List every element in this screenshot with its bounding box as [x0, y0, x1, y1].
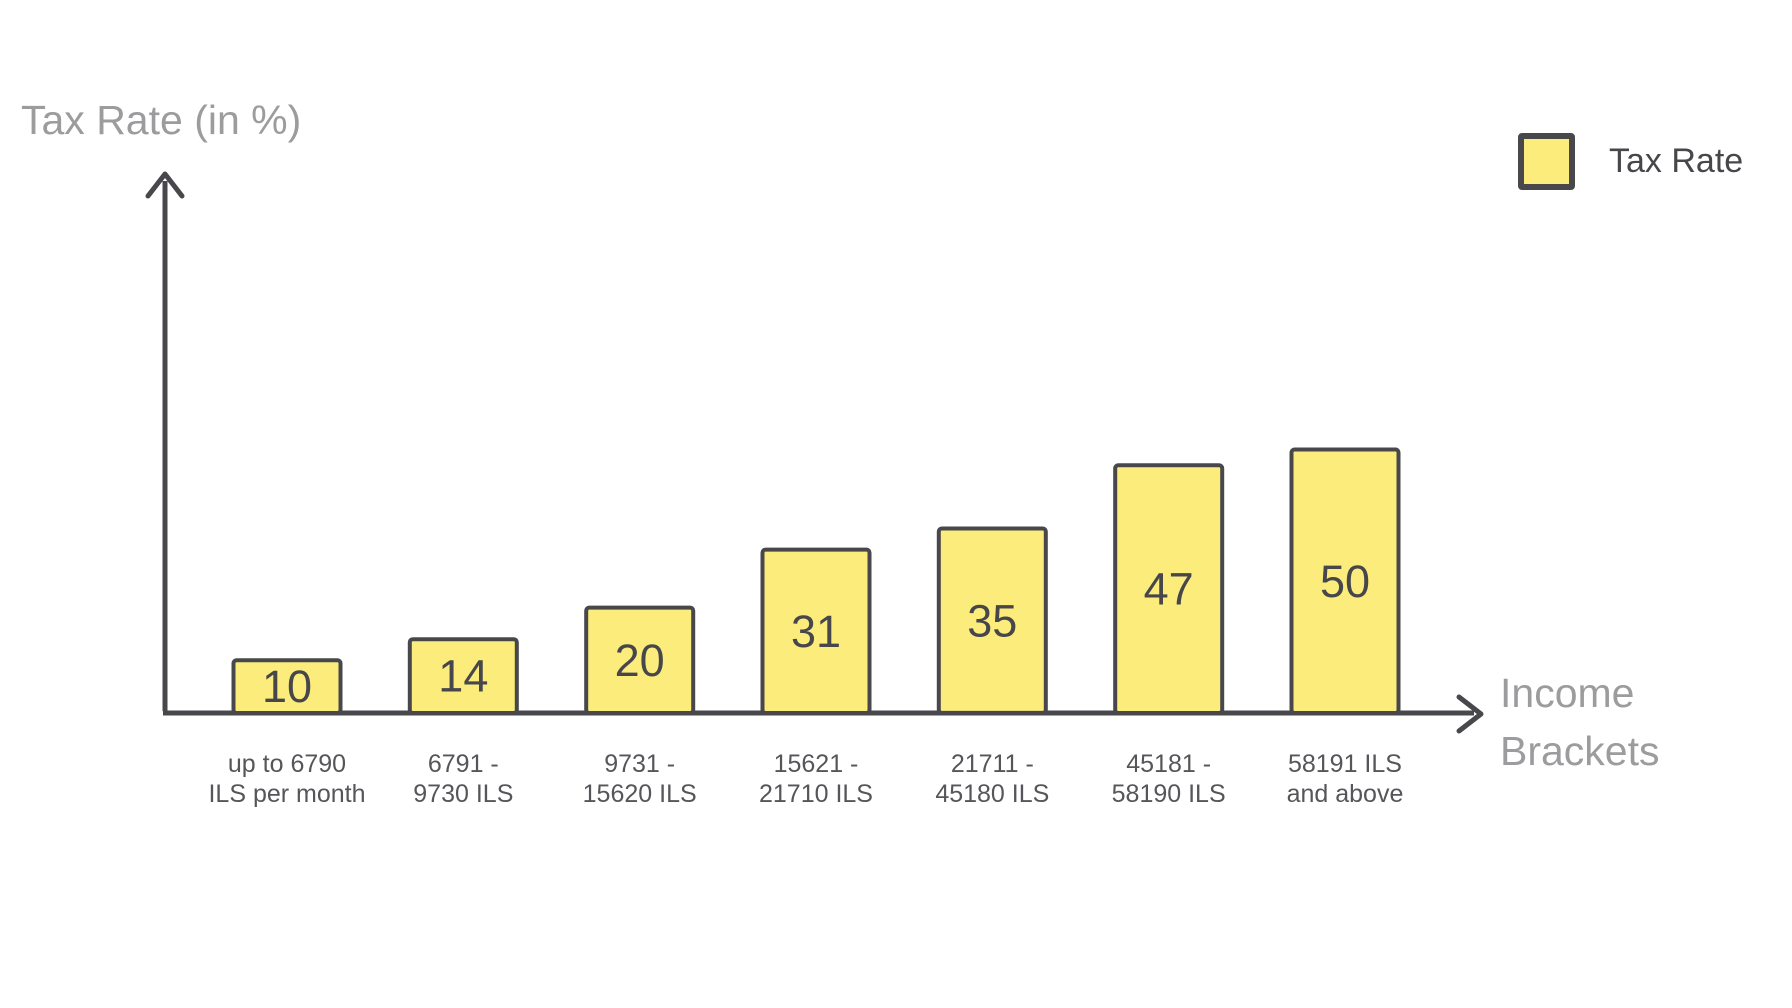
- bar-value-label: 50: [1320, 556, 1370, 607]
- x-tick-label: 45181 -58190 ILS: [1112, 750, 1226, 808]
- legend-label: Tax Rate: [1609, 142, 1744, 180]
- bar-tax-rate-5: [1113, 463, 1225, 715]
- bar-tax-rate-1: [407, 637, 519, 716]
- x-tick-label: 21711 -45180 ILS: [935, 750, 1049, 808]
- bar-value-label: 14: [438, 651, 488, 702]
- x-tick-label: 6791 -9730 ILS: [413, 750, 513, 808]
- y-axis-title: Tax Rate (in %): [21, 97, 302, 143]
- bar-value-label: 35: [967, 595, 1017, 646]
- bar-tax-rate-3: [760, 547, 872, 715]
- legend: Tax Rate: [1518, 133, 1743, 190]
- bar-tax-rate-0: [231, 658, 343, 715]
- x-axis-title-line2: Brackets: [1500, 728, 1660, 774]
- bar-tax-rate-6: [1289, 447, 1401, 715]
- y-axis-arrow-icon: [145, 171, 185, 199]
- bar-tax-rate-4: [936, 526, 1048, 715]
- bar-value-label: 31: [791, 606, 841, 657]
- bar-value-label: 20: [615, 635, 665, 686]
- x-axis-title: Income Brackets: [1500, 664, 1660, 780]
- x-tick-label: 9731 -15620 ILS: [583, 750, 697, 808]
- x-axis-arrow-icon: [1456, 694, 1484, 734]
- x-axis-title-line1: Income: [1500, 670, 1635, 716]
- bar-tax-rate-2: [584, 605, 696, 715]
- bars-group: 10 up to 6790 ILS per month 14 6791 -9730 IL…: [208, 447, 1404, 808]
- x-tick-label: up to 6790 ILS per month: [208, 750, 365, 808]
- legend-swatch-icon: [1518, 133, 1575, 190]
- x-tick-label: 15621 -21710 ILS: [759, 750, 873, 808]
- bar-value-label: 10: [262, 661, 312, 712]
- x-tick-label: 58191 ILS and above: [1287, 750, 1404, 808]
- bar-value-label: 47: [1144, 564, 1194, 615]
